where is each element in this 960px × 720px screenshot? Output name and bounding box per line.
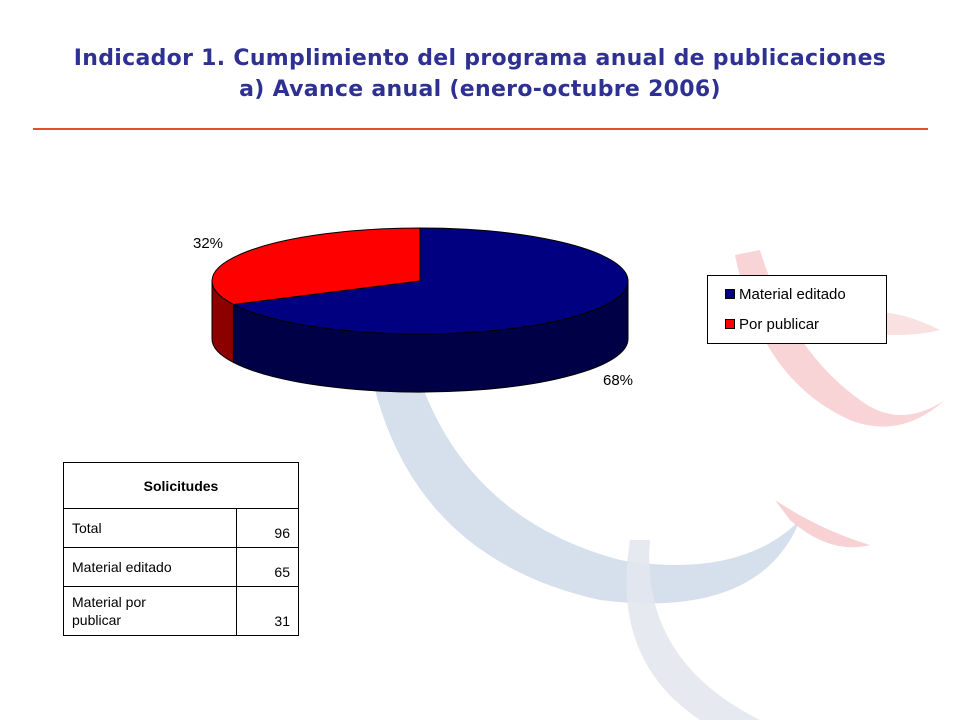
row-label-total: Total — [63, 508, 237, 548]
legend-label-material-editado: Material editado — [739, 285, 846, 303]
row-label-material-por-publicar: Material por publicar — [63, 586, 237, 636]
legend-item-material-editado: Material editado — [725, 284, 846, 304]
legend-swatch-por-publicar — [725, 319, 735, 329]
legend-item-por-publicar: Por publicar — [725, 314, 819, 334]
table-row: Material por publicar 31 — [63, 586, 299, 636]
pie-slice-por-publicar — [211, 227, 421, 305]
chart-legend: Material editado Por publicar — [707, 275, 887, 344]
legend-swatch-material-editado — [725, 289, 735, 299]
pie-label-material-editado: 68% — [603, 372, 633, 389]
pie-label-por-publicar: 32% — [193, 235, 223, 252]
solicitudes-table: Solicitudes Total 96 Material editado 65… — [63, 462, 299, 636]
page-title-line-2: a) Avance anual (enero-octubre 2006) — [239, 77, 721, 102]
row-label-line-2: publicar — [72, 612, 122, 628]
page-title-line-1: Indicador 1. Cumplimiento del programa a… — [73, 46, 887, 71]
row-label-material-editado: Material editado — [63, 547, 237, 587]
table-row: Material editado 65 — [63, 547, 299, 587]
row-value-por-publicar: 31 — [236, 586, 299, 636]
table-row: Total 96 — [63, 508, 299, 548]
title-divider — [33, 128, 928, 130]
pie-slice-material-editado — [231, 227, 629, 335]
row-value-material-editado: 65 — [236, 547, 299, 587]
row-label-line-1: Material por — [72, 594, 146, 610]
table-header: Solicitudes — [63, 462, 299, 509]
row-value-total: 96 — [236, 508, 299, 548]
table-header-row: Solicitudes — [63, 462, 299, 509]
legend-label-por-publicar: Por publicar — [739, 315, 820, 333]
